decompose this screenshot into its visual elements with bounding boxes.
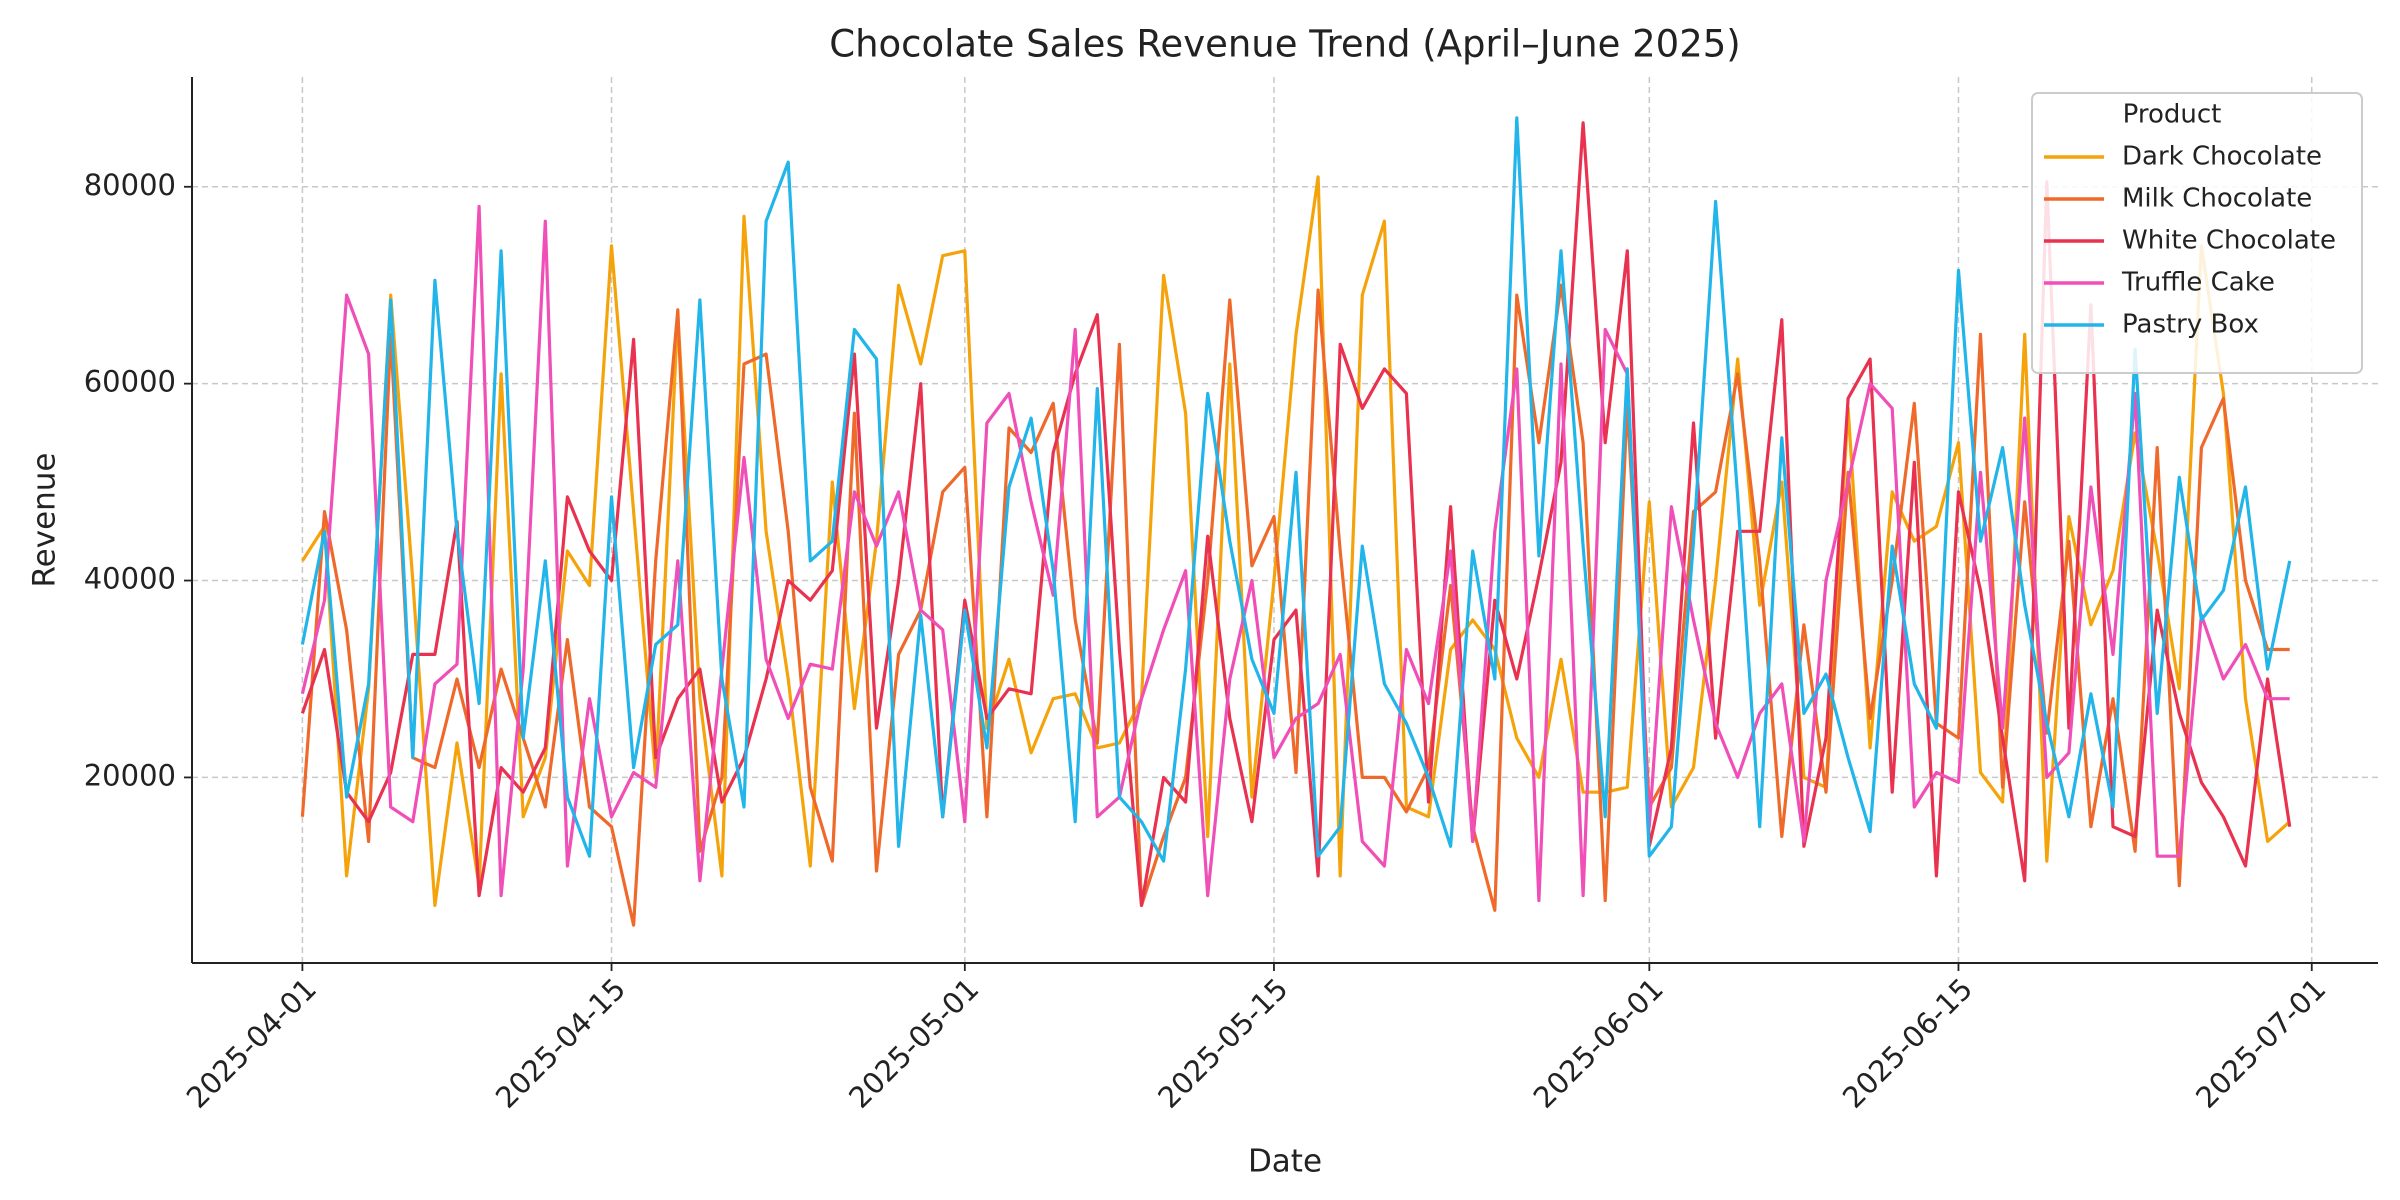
legend-label: Pastry Box [2122, 310, 2259, 340]
legend-title: Product [2123, 100, 2222, 130]
y-tick-label: 20000 [84, 758, 176, 792]
x-tick-label: 2025-04-01 [180, 972, 323, 1115]
y-axis-label: Revenue [27, 452, 63, 587]
x-tick-label: 2025-04-15 [489, 972, 632, 1115]
series-line [300, 283, 2290, 927]
x-tick-label: 2025-05-15 [1151, 972, 1294, 1115]
series-line [300, 121, 2292, 907]
y-tick-label: 40000 [84, 562, 176, 596]
legend: Product Dark Chocolate Milk Chocolate White… [2031, 92, 2363, 374]
legend-frame [2031, 92, 2363, 374]
y-tick-label: 60000 [84, 365, 176, 399]
x-axis-label: Date [1248, 1144, 1322, 1180]
y-tick-label: 80000 [84, 168, 176, 202]
legend-label: Truffle Cake [2121, 268, 2275, 298]
legend-label: White Chocolate [2122, 226, 2336, 256]
x-tick-label: 2025-06-01 [1527, 972, 1670, 1115]
chart-title: Chocolate Sales Revenue Trend (April–Jun… [829, 23, 1741, 66]
series-line [300, 204, 2290, 903]
series-line [301, 175, 2291, 907]
legend-label: Dark Chocolate [2122, 142, 2322, 172]
series-line [300, 116, 2292, 863]
legend-label: Milk Chocolate [2122, 184, 2312, 214]
x-tick-label: 2025-07-01 [2189, 972, 2332, 1115]
x-tick-label: 2025-05-01 [842, 972, 985, 1115]
x-tick-label: 2025-06-15 [1836, 972, 1979, 1115]
